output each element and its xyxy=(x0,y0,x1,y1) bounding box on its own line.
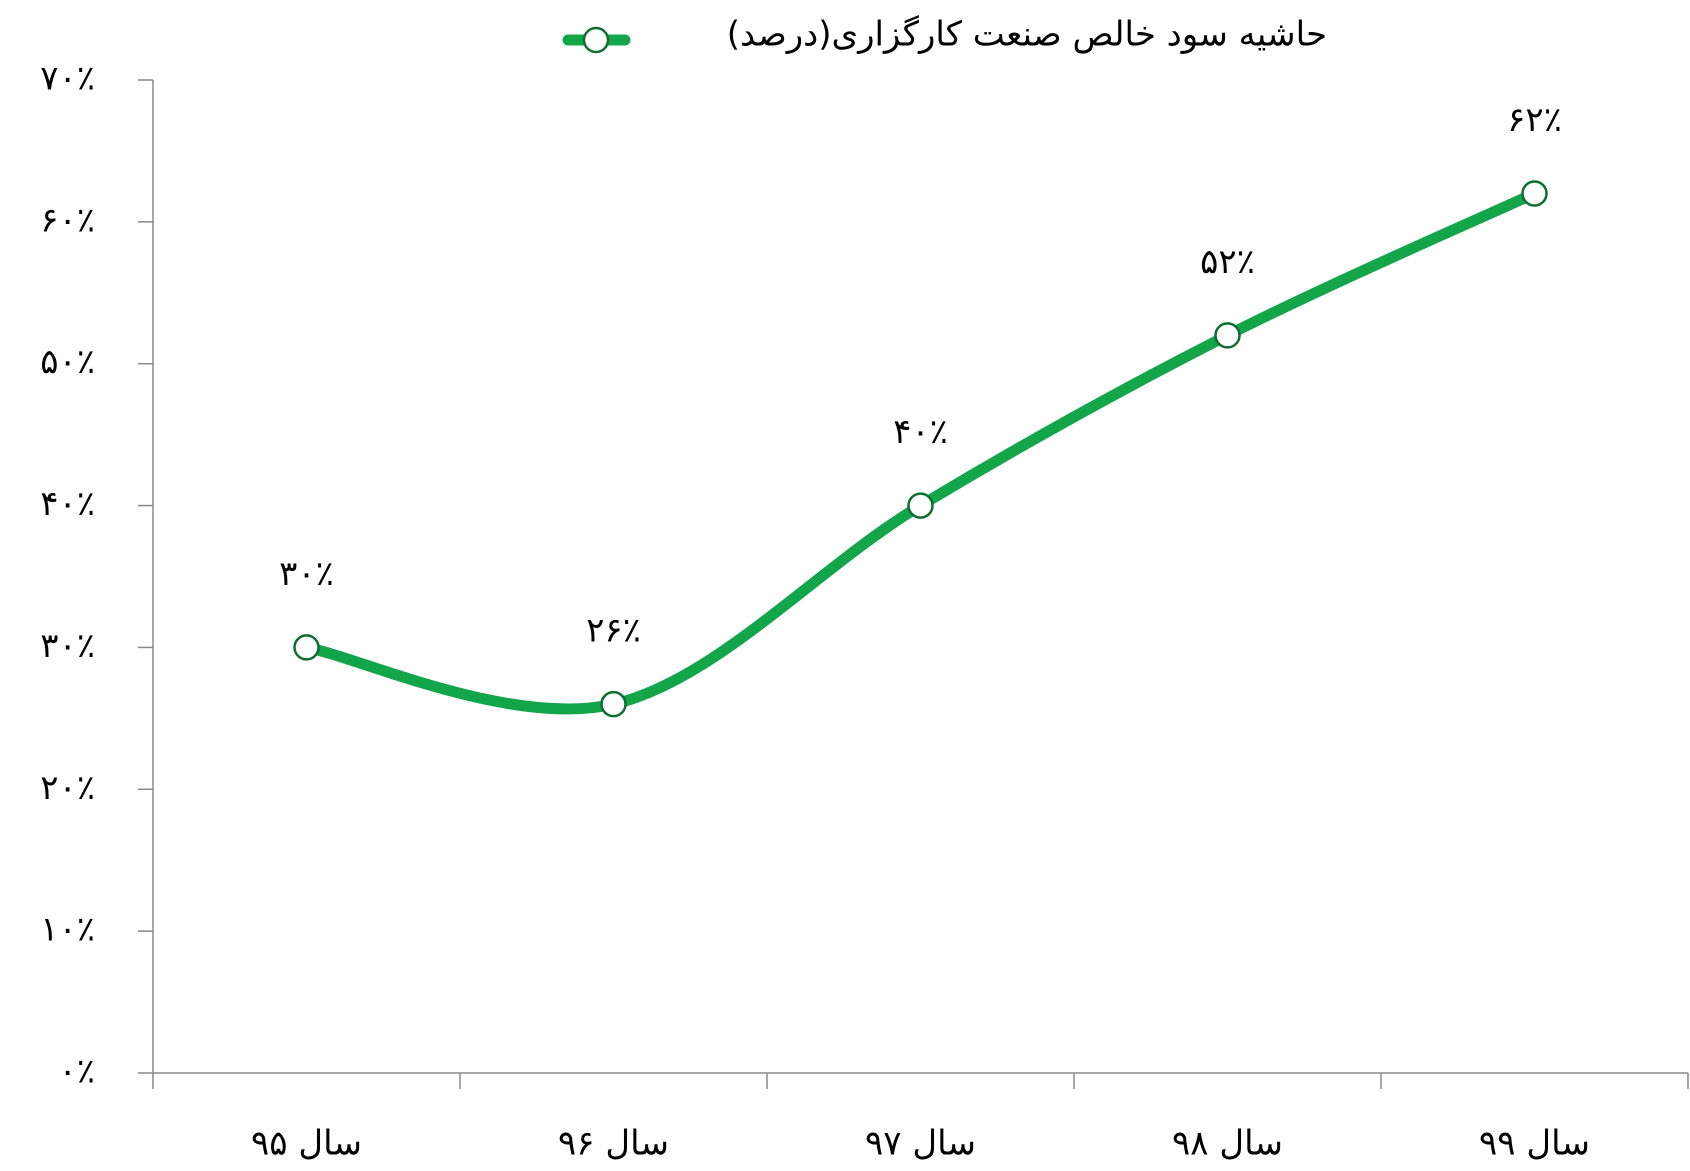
marker xyxy=(600,690,627,718)
y-tick-label: ۴۰٪ xyxy=(40,484,95,524)
data-label: ۳۰٪ xyxy=(279,554,334,594)
y-tick-label: ۶۰٪ xyxy=(40,200,95,240)
marker xyxy=(1214,322,1241,349)
x-tick-label: سال ۹۷ xyxy=(865,1124,976,1164)
x-tick-label: سال ۹۶ xyxy=(558,1124,669,1164)
x-tick-label: سال ۹۹ xyxy=(1479,1124,1590,1164)
data-label: ۴۰٪ xyxy=(893,412,948,452)
y-tick-label: ۱۰٪ xyxy=(40,910,95,950)
x-tick-label: سال ۹۵ xyxy=(251,1124,362,1164)
data-label: ۲۶٪ xyxy=(586,611,641,651)
x-tick-label: سال ۹۸ xyxy=(1172,1124,1283,1164)
legend-marker xyxy=(582,26,610,54)
y-tick-label: ۷۰٪ xyxy=(40,59,95,99)
y-tick-label: ۵۰٪ xyxy=(40,342,95,382)
marker xyxy=(293,634,320,661)
marker xyxy=(1521,180,1548,207)
y-tick-label: ۲۰٪ xyxy=(40,768,95,808)
marker xyxy=(907,492,934,519)
y-tick-label: ۳۰٪ xyxy=(40,626,95,666)
y-tick-label: ۰٪ xyxy=(58,1052,95,1092)
data-label: ۵۲٪ xyxy=(1200,242,1255,282)
legend-label: حاشیه سود خالص صنعت کارگزاری(درصد) xyxy=(727,15,1327,55)
data-label: ۶۲٪ xyxy=(1507,100,1562,140)
